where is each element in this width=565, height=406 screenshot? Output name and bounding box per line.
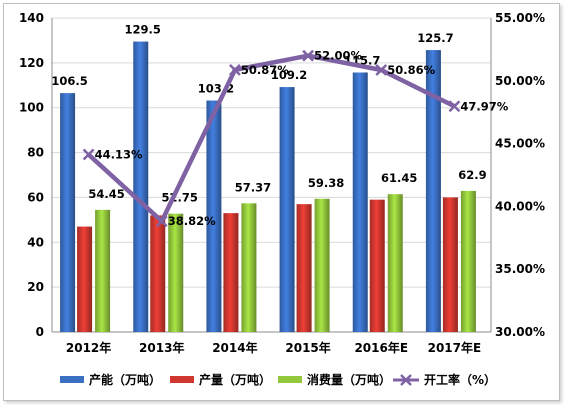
y-left-tick-label: 80 xyxy=(27,146,44,160)
y-right-tick-label: 50.00% xyxy=(495,74,545,88)
bar-consumption xyxy=(241,203,257,332)
y-right-tick-label: 40.00% xyxy=(495,199,545,213)
bar-capacity xyxy=(425,50,441,333)
rate-data-label: 52.00% xyxy=(314,49,362,63)
capacity-data-label: 109.2 xyxy=(271,68,307,82)
rate-data-label: 50.87% xyxy=(241,63,289,77)
bar-output xyxy=(296,204,312,332)
bar-output xyxy=(369,199,385,332)
bar-consumption xyxy=(168,213,184,332)
x-tick-label: 2012年 xyxy=(66,340,111,355)
bar-consumption xyxy=(460,190,476,332)
bar-consumption xyxy=(95,209,111,332)
consumption-data-label: 54.45 xyxy=(88,187,124,201)
bar-consumption xyxy=(314,198,330,332)
rate-marker xyxy=(229,63,241,76)
bar-output xyxy=(150,215,166,332)
bar-capacity xyxy=(60,93,76,332)
rate-data-label: 38.82% xyxy=(168,214,216,228)
legend-label: 开工率（%） xyxy=(424,372,496,387)
bar-consumption xyxy=(387,194,403,332)
y-right-tick-label: 55.00% xyxy=(495,11,545,25)
consumption-data-label: 59.38 xyxy=(308,176,344,190)
y-left-tick-label: 140 xyxy=(19,11,44,25)
y-left-tick-label: 40 xyxy=(27,235,44,249)
rate-marker xyxy=(375,64,388,76)
y-right-tick-label: 30.00% xyxy=(495,325,545,339)
rate-marker xyxy=(302,49,314,62)
rate-data-label: 50.86% xyxy=(387,63,435,77)
rate-marker xyxy=(448,100,461,113)
y-left-tick-label: 0 xyxy=(36,325,44,339)
rate-marker xyxy=(155,215,168,228)
x-tick-label: 2013年 xyxy=(139,340,184,355)
y-left-tick-label: 20 xyxy=(27,280,44,294)
legend-swatch xyxy=(170,376,194,383)
capacity-data-label: 129.5 xyxy=(125,23,161,37)
legend-swatch xyxy=(278,376,302,383)
bar-capacity xyxy=(206,100,222,332)
y-right-tick-label: 35.00% xyxy=(495,262,545,276)
bar-capacity xyxy=(133,41,149,333)
bar-output xyxy=(77,226,93,332)
rate-line xyxy=(87,53,456,224)
legend-label: 消费量（万吨） xyxy=(307,372,391,387)
x-tick-label: 2017年E xyxy=(428,340,482,355)
y-left-tick-label: 100 xyxy=(19,101,44,115)
consumption-data-label: 61.45 xyxy=(381,171,417,185)
rate-data-label: 47.97% xyxy=(460,99,508,113)
bar-output xyxy=(442,197,458,332)
bar-capacity xyxy=(279,87,295,332)
rate-data-label: 44.13% xyxy=(95,148,143,162)
consumption-data-label: 57.37 xyxy=(235,180,271,194)
legend-label: 产量（万吨） xyxy=(199,372,271,387)
consumption-data-label: 52.75 xyxy=(162,191,198,205)
bar-output xyxy=(223,213,239,332)
x-tick-label: 2014年 xyxy=(212,340,257,355)
capacity-data-label: 106.5 xyxy=(51,74,87,88)
legend-swatch xyxy=(60,376,84,383)
x-tick-label: 2016年E xyxy=(354,340,408,355)
capacity-data-label: 125.7 xyxy=(417,31,453,45)
y-left-tick-label: 120 xyxy=(19,56,44,70)
y-left-tick-label: 60 xyxy=(27,190,44,204)
x-tick-label: 2015年 xyxy=(285,340,330,355)
y-right-tick-label: 45.00% xyxy=(495,137,545,151)
legend-label: 产能（万吨） xyxy=(89,372,161,387)
consumption-data-label: 62.9 xyxy=(458,168,486,182)
bar-capacity xyxy=(352,72,368,332)
legend-marker xyxy=(400,374,412,386)
rate-marker xyxy=(82,148,95,161)
